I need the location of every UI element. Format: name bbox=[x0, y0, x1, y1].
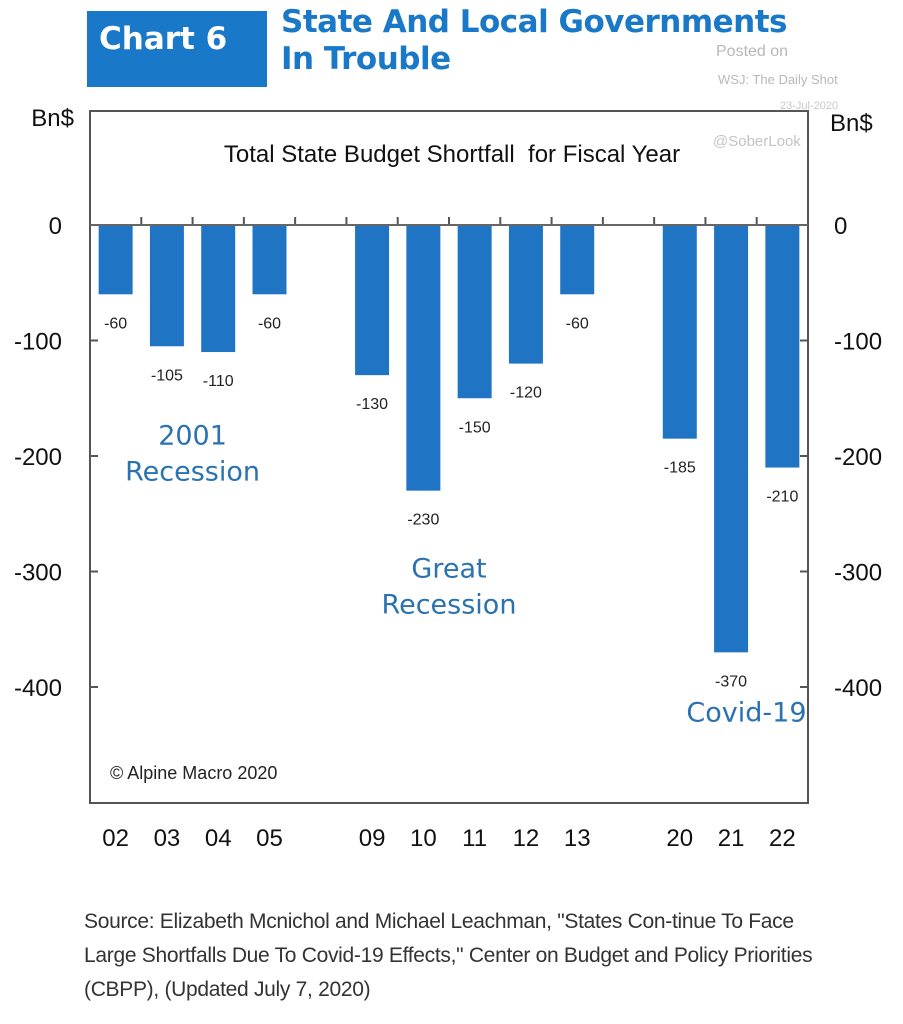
data-label: -230 bbox=[407, 512, 439, 529]
y-axis-unit-right: Bn$ bbox=[830, 110, 873, 137]
data-label: -185 bbox=[664, 460, 696, 477]
y-tick-label-right: -300 bbox=[834, 560, 882, 587]
data-label: -150 bbox=[459, 419, 491, 436]
bar bbox=[98, 225, 133, 295]
annotation-label: 2001 bbox=[158, 420, 227, 451]
bar-series bbox=[98, 225, 800, 653]
watermark-handle: @SoberLook bbox=[713, 133, 801, 150]
x-tick-label: 02 bbox=[102, 825, 129, 852]
bar bbox=[714, 225, 749, 653]
x-tick-label: 21 bbox=[718, 825, 745, 852]
copyright-note: © Alpine Macro 2020 bbox=[110, 763, 277, 783]
y-tick-label-left: -200 bbox=[14, 444, 62, 471]
x-tick-label: 03 bbox=[154, 825, 181, 852]
annotation-label: Covid-19 bbox=[686, 698, 806, 729]
y-tick-label-left: -400 bbox=[14, 675, 62, 702]
annotation-label: Recession bbox=[125, 456, 260, 487]
data-label: -120 bbox=[510, 385, 542, 402]
x-tick-label: 09 bbox=[359, 825, 386, 852]
x-tick-label: 12 bbox=[513, 825, 540, 852]
y-tick-label-left: -300 bbox=[14, 560, 62, 587]
watermark-source: WSJ: The Daily Shot bbox=[718, 72, 838, 87]
y-tick-label-right: -100 bbox=[834, 329, 882, 356]
x-tick-label: 13 bbox=[564, 825, 591, 852]
y-axis-unit-left: Bn$ bbox=[31, 105, 74, 132]
chart-number-label: Chart 6 bbox=[99, 21, 228, 57]
y-tick-label-right: -200 bbox=[834, 444, 882, 471]
bar bbox=[201, 225, 236, 353]
x-tick-label: 20 bbox=[666, 825, 693, 852]
x-tick-label: 22 bbox=[769, 825, 796, 852]
data-label: -60 bbox=[566, 315, 589, 332]
bar bbox=[355, 225, 390, 376]
x-tick-label: 05 bbox=[256, 825, 283, 852]
source-note: Source: Elizabeth Mcnichol and Michael L… bbox=[84, 910, 813, 1001]
data-label: -210 bbox=[766, 489, 798, 506]
y-tick-label-left: 0 bbox=[49, 213, 62, 240]
y-axis-left: 0 -100 -200 -300 -400 bbox=[14, 213, 98, 702]
y-tick-label-left: -100 bbox=[14, 329, 62, 356]
headline-line-2: In Trouble bbox=[281, 41, 451, 77]
bar bbox=[252, 225, 287, 295]
y-tick-label-right: -400 bbox=[834, 675, 882, 702]
bar bbox=[149, 225, 184, 347]
x-tick-label: 11 bbox=[462, 825, 487, 852]
x-axis: 02 03 04 05 09 10 11 12 13 20 21 22 bbox=[102, 217, 796, 852]
x-tick-label: 10 bbox=[410, 825, 437, 852]
annotations: 2001 Recession Great Recession Covid-19 bbox=[125, 420, 806, 728]
data-label: -105 bbox=[151, 367, 183, 384]
watermark-posted: Posted on bbox=[716, 43, 789, 60]
watermark-date: 23-Jul-2020 bbox=[780, 100, 839, 112]
data-label: -370 bbox=[715, 673, 747, 690]
data-label: -60 bbox=[104, 315, 127, 332]
chart-number-tag: Chart 6 bbox=[87, 11, 267, 87]
bar bbox=[560, 225, 595, 295]
chart-title: Total State Budget Shortfall for Fiscal … bbox=[224, 141, 680, 168]
y-axis-right: 0 -100 -200 -300 -400 bbox=[800, 213, 882, 702]
bar bbox=[508, 225, 543, 364]
value-labels: -60 -105 -110 -60 -130 -230 -150 -120 -60 -185 -37… bbox=[104, 315, 798, 690]
headline-line-1: State And Local Governments bbox=[281, 4, 788, 40]
chart-headline: State And Local Governments In Trouble bbox=[281, 4, 788, 78]
y-tick-label-right: 0 bbox=[834, 213, 847, 240]
data-label: -130 bbox=[356, 396, 388, 413]
data-label: -110 bbox=[203, 373, 234, 390]
bar bbox=[662, 225, 697, 439]
data-label: -60 bbox=[258, 315, 281, 332]
bar bbox=[765, 225, 800, 468]
annotation-label: Great bbox=[411, 553, 486, 584]
bar bbox=[406, 225, 441, 491]
x-tick-label: 04 bbox=[205, 825, 232, 852]
bar bbox=[457, 225, 492, 399]
bar-chart: 0 -100 -200 -300 -400 0 -100 -200 -300 -400 02 03… bbox=[14, 105, 882, 852]
annotation-label: Recession bbox=[382, 589, 517, 620]
